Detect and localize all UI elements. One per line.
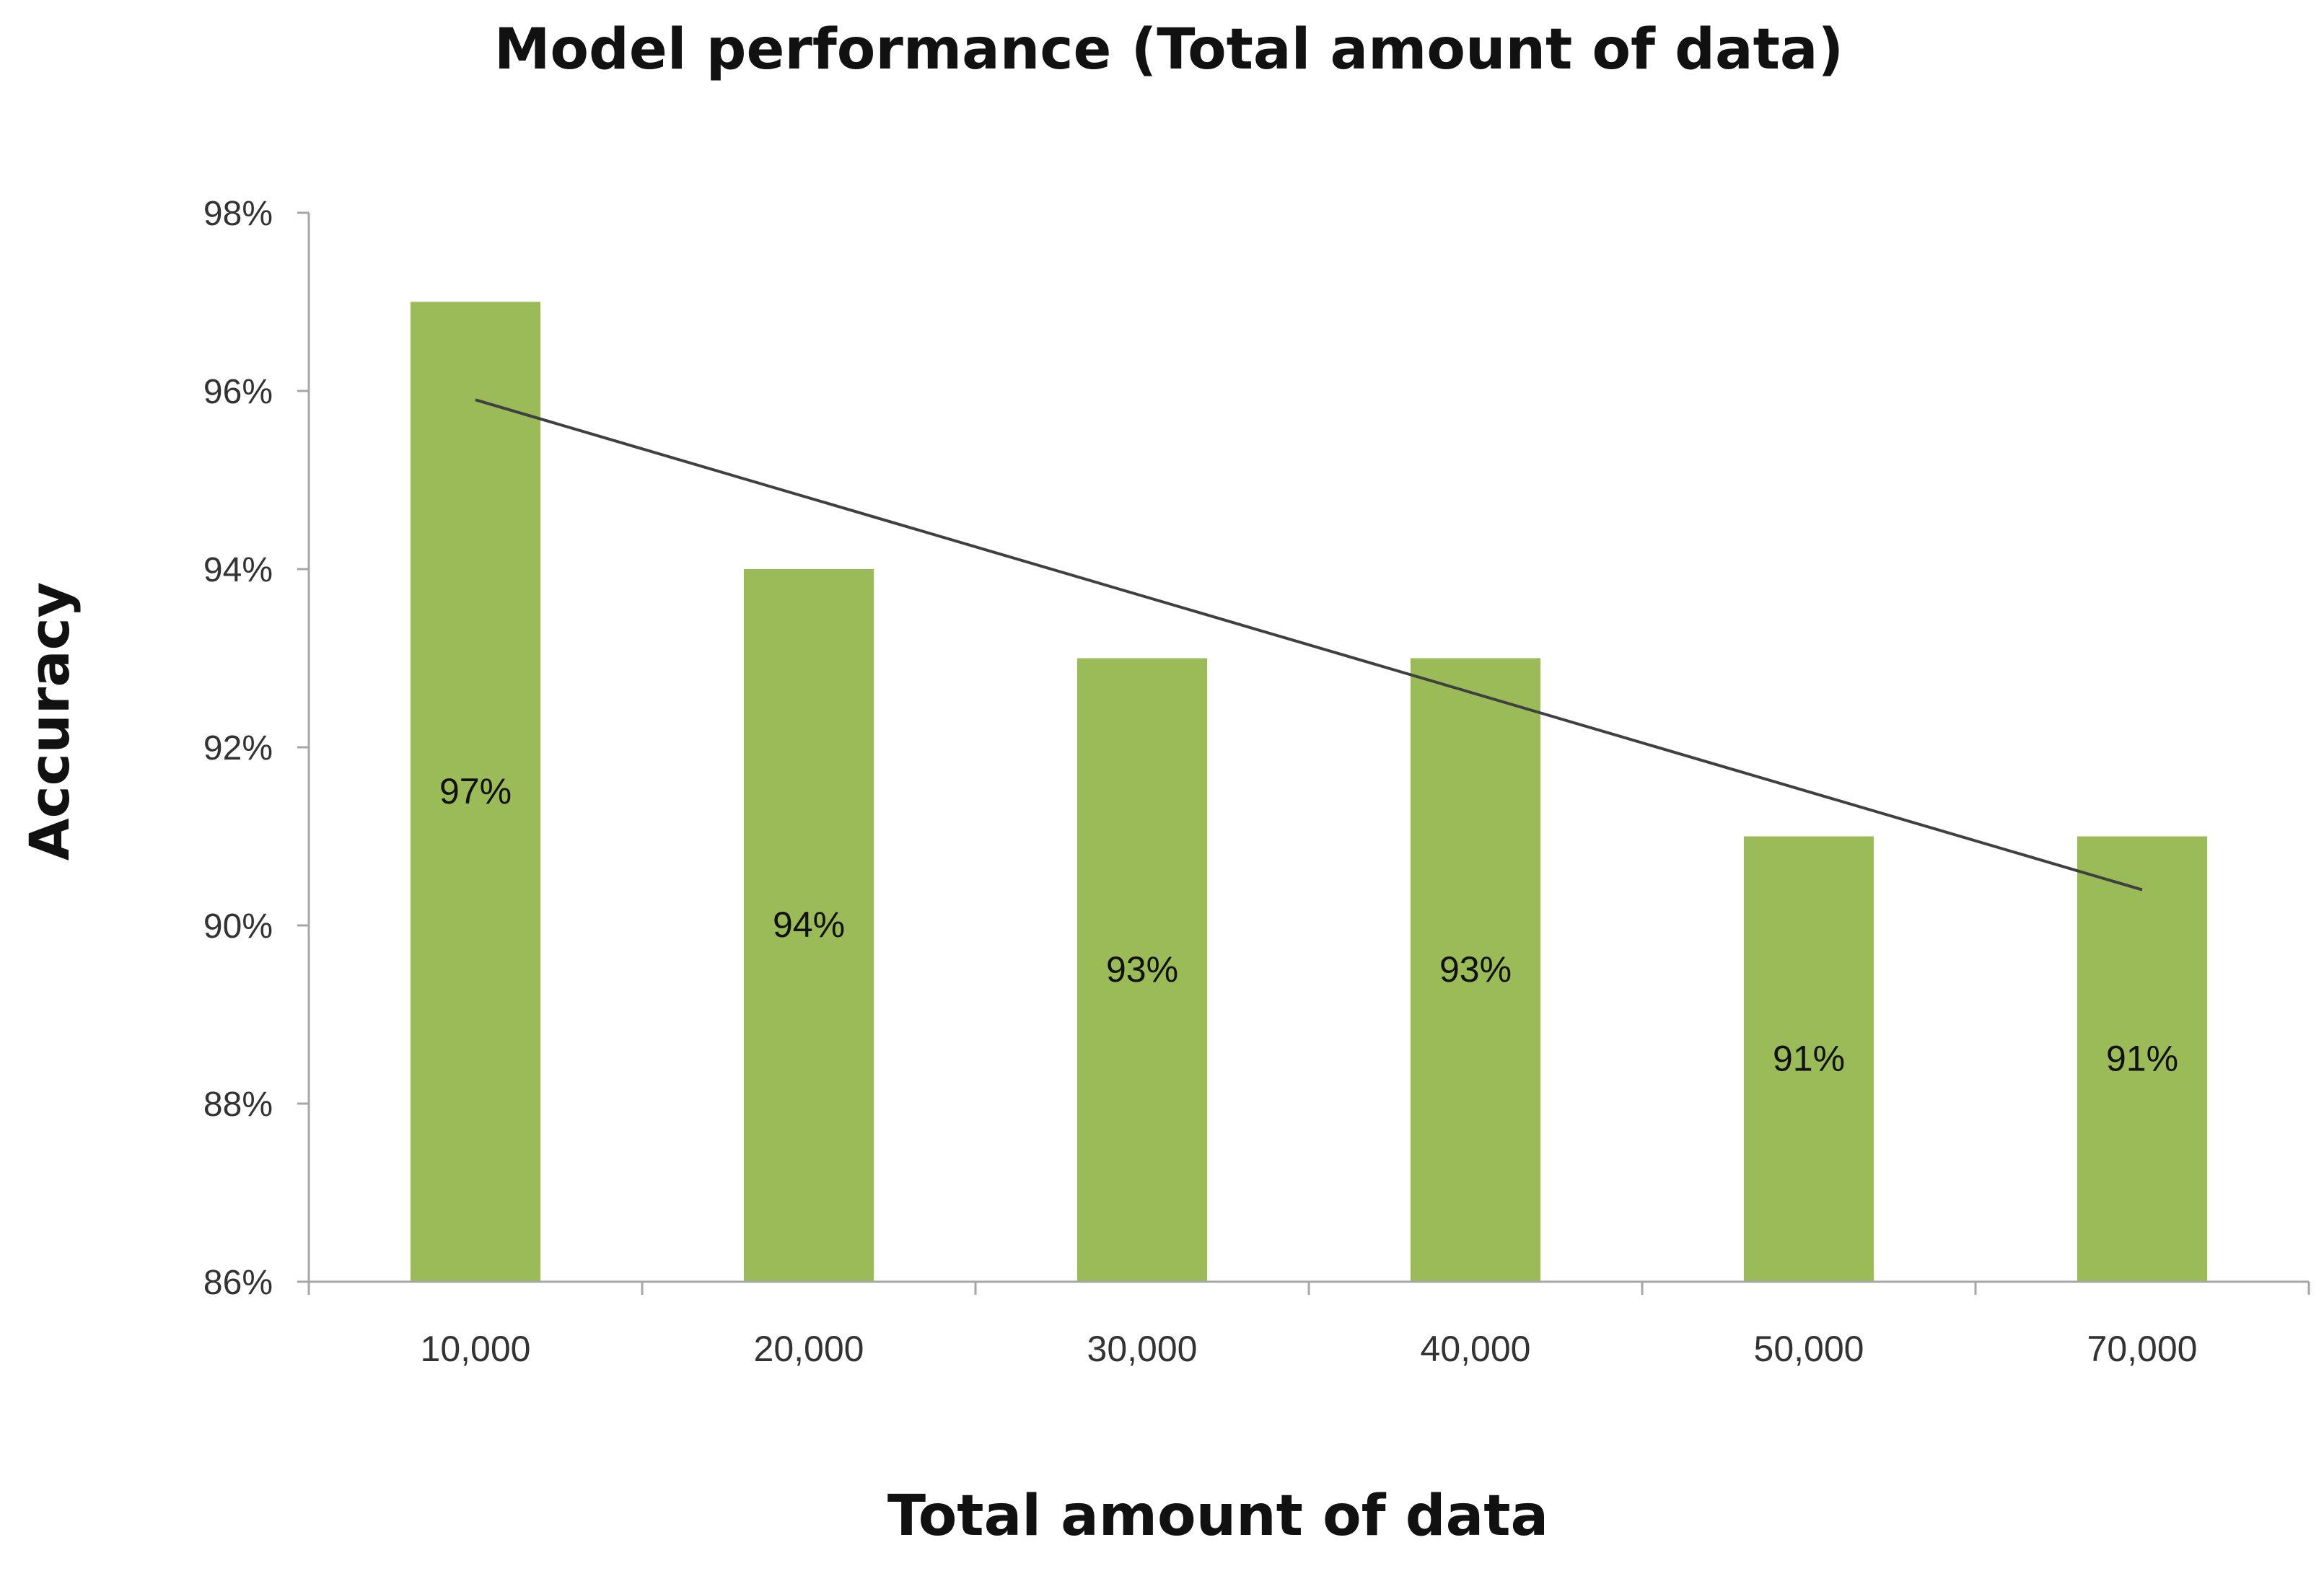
data-labels: 97% 94% 93% 93% 91% 91% — [439, 771, 2178, 1079]
bar-5 — [1743, 836, 1874, 1282]
bar-2 — [743, 569, 874, 1282]
data-label-3: 93% — [1106, 949, 1178, 990]
bar-3 — [1077, 658, 1208, 1282]
data-label-4: 93% — [1439, 949, 1512, 990]
y-tick-label-5: 94% — [203, 551, 273, 589]
data-label-6: 91% — [2106, 1038, 2178, 1078]
x-tick-label-3: 30,000 — [1087, 1329, 1198, 1369]
bars — [410, 302, 2208, 1282]
trendline-group — [475, 398, 2143, 892]
data-label-1: 97% — [439, 771, 512, 811]
x-tick-label-2: 20,000 — [754, 1329, 864, 1369]
bar-1 — [410, 302, 541, 1282]
y-tick-label-3: 90% — [203, 907, 273, 946]
x-axis-title: Total amount of data — [887, 1484, 1548, 1549]
bar-6 — [2077, 836, 2208, 1282]
bar-4 — [1410, 658, 1541, 1282]
x-tick-label-1: 10,000 — [421, 1329, 531, 1369]
data-label-2: 94% — [773, 905, 845, 945]
y-axis-title: Accuracy — [17, 582, 82, 861]
y-tick-label-2: 88% — [203, 1086, 273, 1124]
trendline — [475, 398, 2143, 892]
x-tick-label-4: 40,000 — [1421, 1329, 1531, 1369]
axes — [307, 213, 2309, 1283]
y-tick-label-4: 92% — [203, 729, 273, 767]
y-tick-label-7: 98% — [203, 195, 273, 233]
data-label-5: 91% — [1773, 1038, 1845, 1078]
y-ticks: 86% 88% 90% 92% 94% 96% 98% — [203, 195, 309, 1302]
chart-title: Model performance (Total amount of data) — [494, 17, 1843, 82]
y-tick-label-1: 86% — [203, 1264, 273, 1302]
x-tick-label-5: 50,000 — [1754, 1329, 1864, 1369]
x-tick-label-6: 70,000 — [2087, 1329, 2198, 1369]
y-tick-label-6: 96% — [203, 373, 273, 411]
x-ticks: 10,000 20,000 30,000 40,000 50,000 70,000 — [307, 1282, 2310, 1369]
